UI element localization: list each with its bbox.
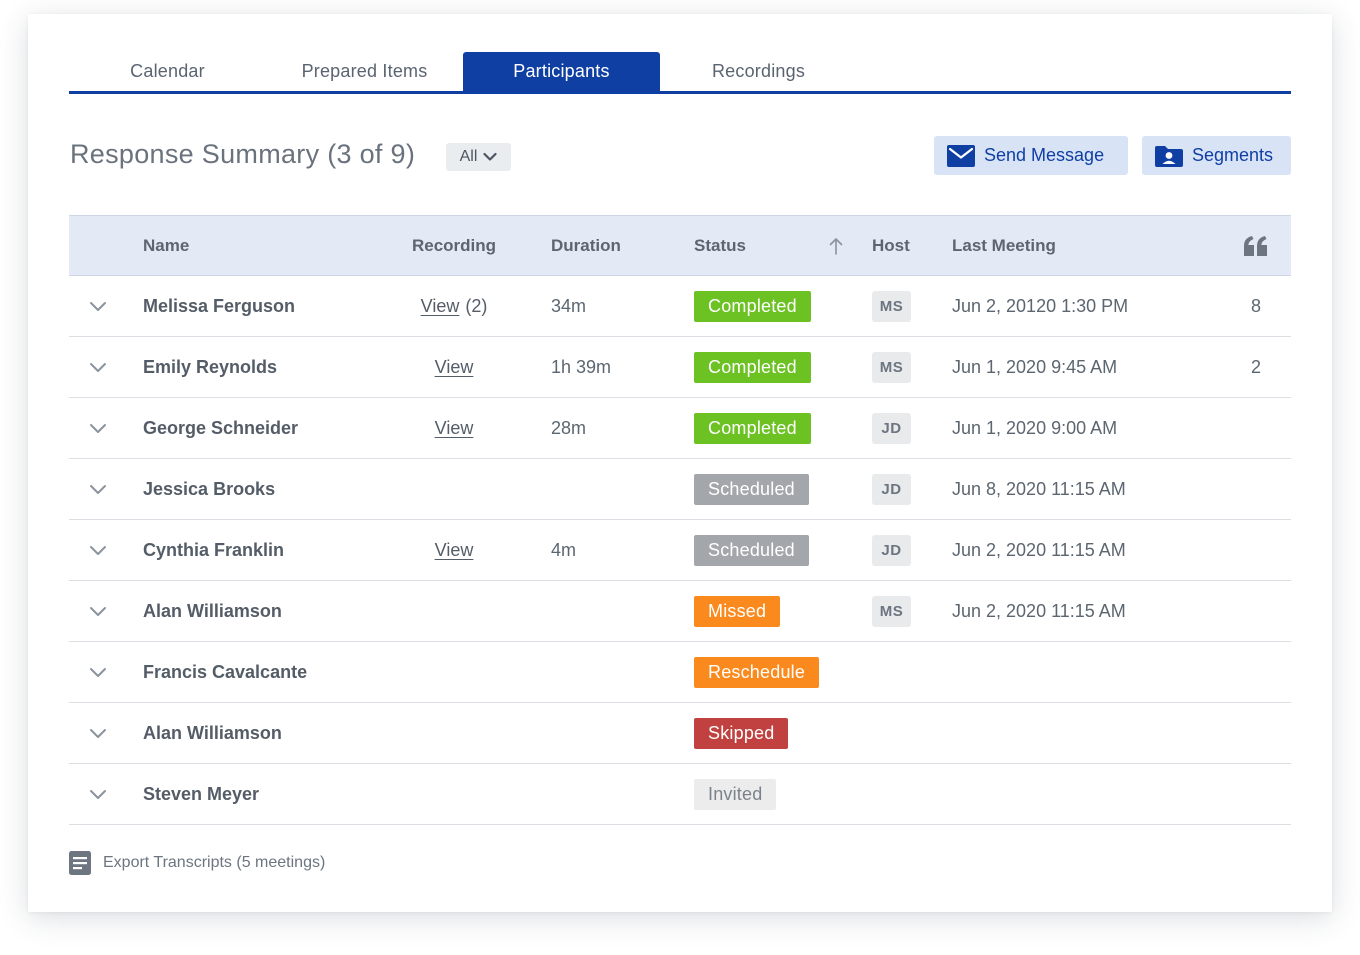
last-meeting-date: Jun 1, 2020 9:45 AM: [952, 356, 1118, 377]
expand-chevron-icon[interactable]: [87, 337, 109, 397]
envelope-icon: [947, 144, 975, 167]
duration-value: 34m: [551, 295, 587, 316]
participant-name[interactable]: Cynthia Franklin: [143, 539, 285, 560]
host-initials-badge: JD: [872, 473, 911, 505]
last-meeting-date: Jun 1, 2020 9:00 AM: [952, 417, 1118, 438]
expand-chevron-icon[interactable]: [87, 764, 109, 824]
expand-chevron-icon[interactable]: [87, 459, 109, 519]
tab-recordings[interactable]: Recordings: [711, 61, 806, 81]
participant-name[interactable]: George Schneider: [143, 417, 299, 438]
segments-button[interactable]: Segments: [1142, 136, 1291, 175]
host-initials-badge: MS: [872, 351, 911, 383]
duration-value: 1h 39m: [551, 356, 612, 377]
duration-value: 28m: [551, 417, 587, 438]
view-recording-link[interactable]: View: [434, 539, 474, 560]
table-header: Name Recording Duration Status Host Last…: [69, 215, 1291, 276]
duration-value: 4m: [551, 539, 577, 560]
status-badge: Completed: [694, 290, 811, 322]
column-header-duration[interactable]: Duration: [551, 235, 621, 255]
tab-participants[interactable]: Participants: [463, 52, 660, 91]
document-icon: [69, 851, 91, 875]
last-meeting-date: Jun 2, 2020 11:15 AM: [952, 600, 1126, 621]
column-header-status[interactable]: Status: [694, 235, 746, 255]
host-initials-badge: MS: [872, 595, 911, 627]
status-badge: Scheduled: [694, 473, 809, 505]
column-header-recording[interactable]: Recording: [411, 235, 497, 255]
tab-prepared-items[interactable]: Prepared Items: [301, 61, 428, 81]
table-row[interactable]: Melissa Ferguson View (2) 34m Completed MS Jun…: [69, 276, 1291, 337]
chevron-down-icon: [483, 152, 497, 161]
tab-calendar[interactable]: Calendar: [130, 61, 205, 81]
participants-table: Name Recording Duration Status Host Last…: [69, 215, 1291, 825]
status-badge: Missed: [694, 595, 781, 627]
expand-chevron-icon[interactable]: [87, 276, 109, 336]
table-row[interactable]: George Schneider View 28m Completed JD Jun 1,…: [69, 398, 1291, 459]
participant-name[interactable]: Emily Reynolds: [143, 356, 278, 377]
column-header-host[interactable]: Host: [872, 235, 910, 255]
table-body: Melissa Ferguson View (2) 34m Completed MS Jun…: [69, 276, 1291, 825]
participant-name[interactable]: Melissa Ferguson: [143, 295, 296, 316]
table-row[interactable]: Steven Meyer Invited: [69, 764, 1291, 825]
host-initials-badge: MS: [872, 290, 911, 322]
participant-name[interactable]: Jessica Brooks: [143, 478, 276, 499]
column-header-last-meeting[interactable]: Last Meeting: [952, 235, 1056, 255]
quote-count: 2: [1250, 356, 1261, 377]
expand-chevron-icon[interactable]: [87, 581, 109, 641]
table-row[interactable]: Jessica Brooks Scheduled JD Jun 8, 2020 11:…: [69, 459, 1291, 520]
tab-bar: Calendar Prepared Items Participants Rec…: [69, 52, 1291, 94]
send-message-button[interactable]: Send Message: [934, 136, 1128, 175]
status-badge: Completed: [694, 412, 811, 444]
expand-chevron-icon[interactable]: [87, 642, 109, 702]
quote-icon[interactable]: [1239, 216, 1273, 275]
table-row[interactable]: Alan Williamson Missed MS Jun 2, 2020 11:15…: [69, 581, 1291, 642]
expand-chevron-icon[interactable]: [87, 520, 109, 580]
status-badge: Completed: [694, 351, 811, 383]
filter-dropdown[interactable]: All: [446, 143, 511, 171]
table-row[interactable]: Emily Reynolds View 1h 39m Completed MS Jun 1…: [69, 337, 1291, 398]
page-title: Response Summary (3 of 9): [70, 139, 416, 169]
segments-label: Segments: [1192, 145, 1274, 165]
participant-name[interactable]: Francis Cavalcante: [143, 661, 308, 682]
view-recording-link[interactable]: View: [420, 295, 460, 316]
status-badge: Invited: [694, 778, 777, 810]
view-recording-link[interactable]: View: [434, 417, 474, 438]
expand-chevron-icon[interactable]: [87, 398, 109, 458]
host-initials-badge: JD: [872, 534, 911, 566]
sort-ascending-icon[interactable]: [829, 216, 843, 275]
quote-count: 8: [1250, 295, 1261, 316]
participant-name[interactable]: Steven Meyer: [143, 783, 260, 804]
last-meeting-date: Jun 2, 20120 1:30 PM: [952, 295, 1129, 316]
export-transcripts-label: Export Transcripts (5 meetings): [103, 854, 326, 871]
recording-count: (2): [465, 295, 488, 316]
last-meeting-date: Jun 8, 2020 11:15 AM: [952, 478, 1126, 499]
table-row[interactable]: Alan Williamson Skipped: [69, 703, 1291, 764]
participant-name[interactable]: Alan Williamson: [143, 722, 282, 743]
table-row[interactable]: Francis Cavalcante Reschedule: [69, 642, 1291, 703]
folder-user-icon: [1155, 145, 1183, 167]
view-recording-link[interactable]: View: [434, 356, 474, 377]
host-initials-badge: JD: [872, 412, 911, 444]
last-meeting-date: Jun 2, 2020 11:15 AM: [952, 539, 1126, 560]
send-message-label: Send Message: [984, 145, 1105, 165]
column-header-name[interactable]: Name: [143, 235, 190, 255]
status-badge: Scheduled: [694, 534, 809, 566]
filter-value: All: [459, 148, 478, 165]
participants-card: Calendar Prepared Items Participants Rec…: [28, 14, 1332, 912]
expand-chevron-icon[interactable]: [87, 703, 109, 763]
table-row[interactable]: Cynthia Franklin View 4m Scheduled JD Jun 2, …: [69, 520, 1291, 581]
export-transcripts-link[interactable]: Export Transcripts (5 meetings): [69, 851, 325, 875]
status-badge: Skipped: [694, 717, 789, 749]
status-badge: Reschedule: [694, 656, 820, 688]
participant-name[interactable]: Alan Williamson: [143, 600, 282, 621]
